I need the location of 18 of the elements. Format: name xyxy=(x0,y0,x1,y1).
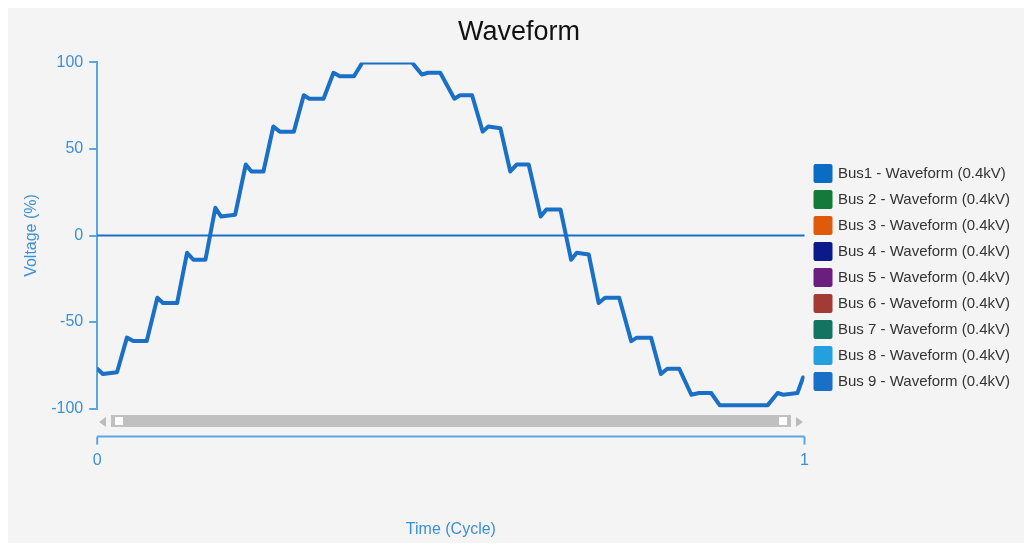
y-tick-label: -100 xyxy=(51,399,84,417)
chart-title: Waveform xyxy=(457,15,581,46)
legend-label: Bus 7 - Waveform (0.4kV) xyxy=(838,319,1011,337)
legend-label: Bus 9 - Waveform (0.4kV) xyxy=(838,371,1011,389)
y-axis-title: Voltage (%) xyxy=(22,194,40,277)
legend-label: Bus 3 - Waveform (0.4kV) xyxy=(838,215,1011,233)
legend-label: Bus1 - Waveform (0.4kV) xyxy=(838,163,1006,181)
x-axis-title: Time (Cycle) xyxy=(405,519,496,537)
x-tick-label: 1 xyxy=(800,450,810,468)
legend-label: Bus 2 - Waveform (0.4kV) xyxy=(838,189,1011,207)
y-tick-label: 100 xyxy=(56,52,84,70)
y-tick-label: 50 xyxy=(65,139,84,157)
legend-label: Bus 5 - Waveform (0.4kV) xyxy=(838,267,1011,285)
y-tick-label: 0 xyxy=(74,225,84,243)
y-tick-label: -50 xyxy=(60,312,84,330)
legend-label: Bus 8 - Waveform (0.4kV) xyxy=(838,345,1011,363)
legend-label: Bus 4 - Waveform (0.4kV) xyxy=(838,241,1011,259)
legend-label: Bus 6 - Waveform (0.4kV) xyxy=(838,293,1011,311)
